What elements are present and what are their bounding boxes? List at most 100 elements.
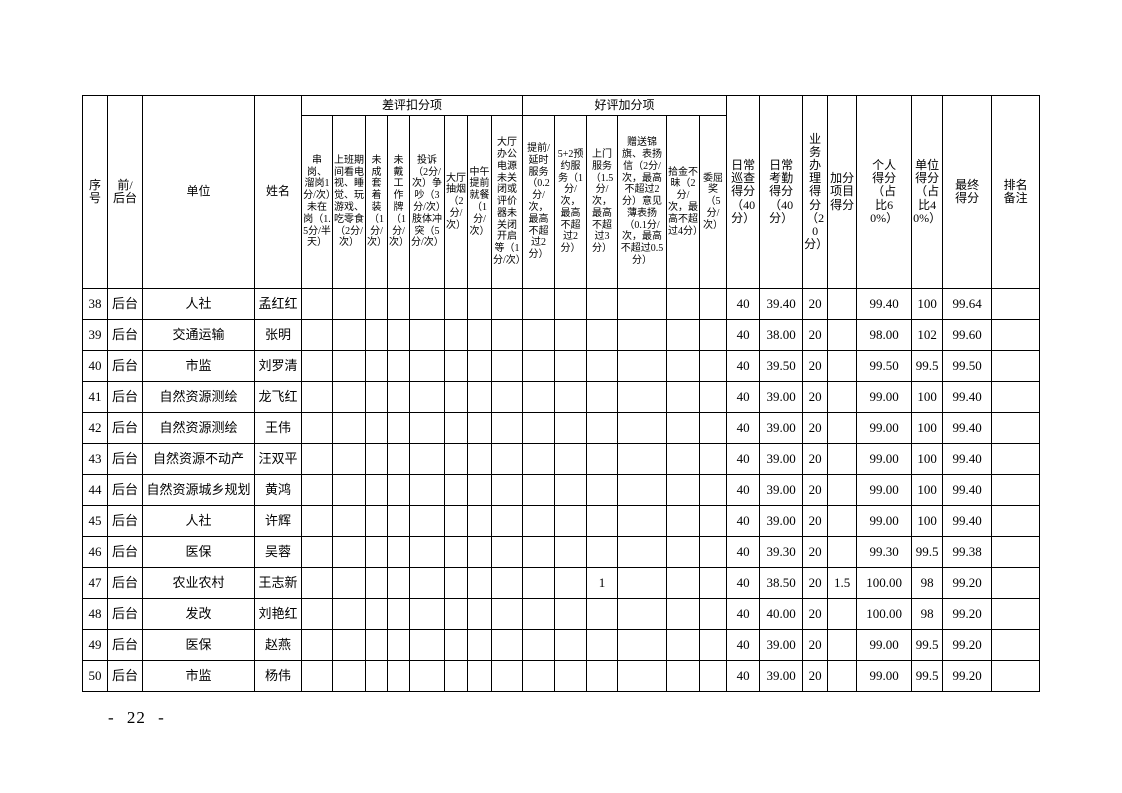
- bonus-points-score: [827, 412, 858, 444]
- bonus-2: [554, 598, 588, 630]
- deduction-8: [490, 443, 524, 475]
- bonus-4: [617, 567, 668, 599]
- col-header-final-score: 最终得分: [942, 95, 993, 289]
- deduction-8: [490, 319, 524, 351]
- rank-remark: [991, 474, 1041, 506]
- deduction-7: [467, 350, 492, 382]
- group-header-deduction: 差评扣分项: [300, 95, 524, 116]
- rank-remark: [991, 660, 1041, 692]
- position: 后台: [107, 660, 143, 692]
- deduction-1: [301, 288, 333, 320]
- group-header-bonus: 好评加分项: [522, 95, 728, 116]
- bonus-1: [522, 443, 556, 475]
- final-score: 99.20: [942, 629, 993, 661]
- daily-inspection-score: 40: [726, 474, 761, 506]
- final-score: 99.38: [942, 536, 993, 568]
- deduction-5: [409, 598, 445, 630]
- deduction-7: [467, 505, 492, 537]
- bonus-points-score: [827, 505, 858, 537]
- deduction-3: [365, 288, 388, 320]
- bonus-3: [586, 660, 619, 692]
- rank-remark: [991, 412, 1041, 444]
- bonus-4: [617, 350, 668, 382]
- bonus-2: [554, 474, 588, 506]
- daily-inspection-score: 40: [726, 660, 761, 692]
- bonus-points-score: [827, 598, 858, 630]
- position: 后台: [107, 505, 143, 537]
- deduction-7: [467, 288, 492, 320]
- unit: 交通运输: [142, 319, 255, 351]
- deduction-2: [332, 412, 366, 444]
- col-header-attendance-score: 日常考勤得分（40分）: [759, 95, 804, 289]
- business-score: 20: [802, 381, 829, 413]
- table-body: 38 后台 人社 孟红红 40 39.40 20 99.40 100 99.64 39 后台 交通运输张…: [82, 288, 1041, 692]
- unit: 自然资源测绘: [142, 381, 255, 413]
- daily-inspection-score: 40: [726, 288, 761, 320]
- bonus-1: [522, 629, 556, 661]
- business-score: 20: [802, 629, 829, 661]
- bonus-1: [522, 350, 556, 382]
- unit: 发改: [142, 598, 255, 630]
- deduction-2: [332, 319, 366, 351]
- unit-score: 99.5: [911, 536, 944, 568]
- personal-score: 99.00: [856, 660, 913, 692]
- bonus-2: [554, 288, 588, 320]
- daily-inspection-score: 40: [726, 443, 761, 475]
- deduction-3: [365, 629, 388, 661]
- position: 后台: [107, 536, 143, 568]
- col-header-deduction-8: 大厅办公电源未关闭或评价器未关闭开启等（1分/次）: [490, 115, 524, 289]
- final-score: 99.40: [942, 412, 993, 444]
- name: 龙飞红: [254, 381, 302, 413]
- bonus-6: [699, 474, 728, 506]
- deduction-6: [444, 443, 468, 475]
- table-row: 44 后台 自然资源城乡规划 黄鸿 40 39.00 20 99.00 100 99.40: [82, 474, 1041, 506]
- deduction-6: [444, 412, 468, 444]
- bonus-1: [522, 505, 556, 537]
- attendance-score: 39.30: [759, 536, 804, 568]
- attendance-score: 39.00: [759, 412, 804, 444]
- bonus-6: [699, 598, 728, 630]
- unit: 医保: [142, 629, 255, 661]
- table-row: 46 后台 医保 吴蓉 40 39.30 20 99.30 99.5 99.38: [82, 536, 1041, 568]
- name: 黄鸿: [254, 474, 302, 506]
- unit-score: 98: [911, 598, 944, 630]
- col-header-deduction-7: 中午提前就餐（1分/次）: [467, 115, 492, 289]
- unit-score: 100: [911, 381, 944, 413]
- deduction-4: [387, 660, 410, 692]
- deduction-4: [387, 598, 410, 630]
- name: 吴蓉: [254, 536, 302, 568]
- deduction-3: [365, 536, 388, 568]
- personal-score: 99.00: [856, 381, 913, 413]
- name: 许辉: [254, 505, 302, 537]
- col-header-bonus-3: 上门服务（1.5分/次，最高不超过3分）: [586, 115, 619, 289]
- deduction-8: [490, 474, 524, 506]
- bonus-5: [666, 505, 701, 537]
- bonus-2: [554, 443, 588, 475]
- deduction-7: [467, 412, 492, 444]
- col-header-business-score: 业务办理得分（20分）: [802, 95, 829, 289]
- bonus-3: [586, 474, 619, 506]
- deduction-1: [301, 443, 333, 475]
- position: 后台: [107, 381, 143, 413]
- bonus-4: [617, 443, 668, 475]
- row-index: 48: [82, 598, 108, 630]
- rank-remark: [991, 567, 1041, 599]
- deduction-8: [490, 567, 524, 599]
- deduction-3: [365, 319, 388, 351]
- rank-remark: [991, 288, 1041, 320]
- deduction-6: [444, 505, 468, 537]
- deduction-3: [365, 412, 388, 444]
- deduction-4: [387, 412, 410, 444]
- bonus-1: [522, 319, 556, 351]
- col-header-deduction-6: 大厅抽烟（2分/次）: [444, 115, 468, 289]
- deduction-1: [301, 350, 333, 382]
- unit-score: 99.5: [911, 660, 944, 692]
- final-score: 99.40: [942, 443, 993, 475]
- personal-score: 99.40: [856, 288, 913, 320]
- final-score: 99.20: [942, 567, 993, 599]
- deduction-6: [444, 629, 468, 661]
- name: 杨伟: [254, 660, 302, 692]
- final-score: 99.20: [942, 598, 993, 630]
- deduction-5: [409, 443, 445, 475]
- deduction-6: [444, 567, 468, 599]
